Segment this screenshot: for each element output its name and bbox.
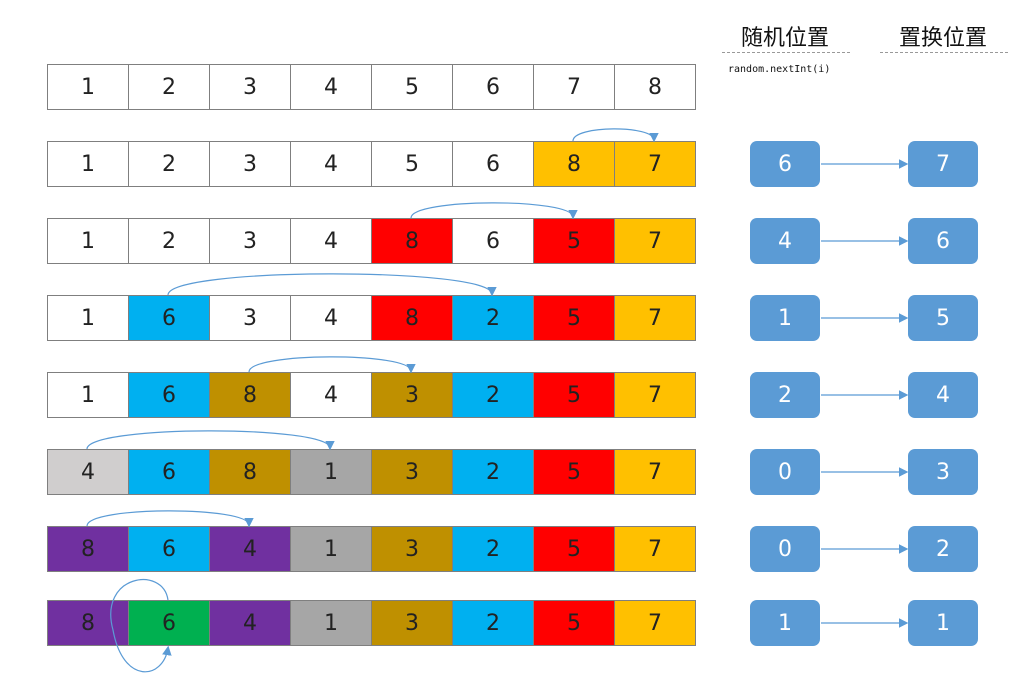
array-cell: 5 [533, 600, 615, 646]
swap-position-box: 5 [908, 295, 978, 341]
array-cell: 8 [209, 372, 291, 418]
array-cell: 1 [290, 600, 372, 646]
array-cell: 3 [371, 372, 453, 418]
swap-arc [86, 510, 254, 528]
array-cell: 4 [290, 141, 372, 187]
code-label: random.nextInt(i) [728, 64, 831, 75]
array-cell: 1 [47, 141, 129, 187]
array-cell: 4 [290, 295, 372, 341]
array-cell: 1 [47, 218, 129, 264]
array-cell: 8 [533, 141, 615, 187]
array-cell: 7 [614, 600, 696, 646]
array-cell: 8 [47, 600, 129, 646]
array-cell: 2 [452, 600, 534, 646]
array-cell: 7 [614, 449, 696, 495]
array-cell: 8 [614, 64, 696, 110]
swap-arc [167, 273, 497, 297]
swap-arc [86, 430, 335, 451]
header-divider [880, 52, 1008, 53]
array-cell: 2 [452, 372, 534, 418]
array-cell: 8 [209, 449, 291, 495]
array-cell: 3 [371, 526, 453, 572]
array-cell: 3 [371, 600, 453, 646]
swap-position-header: 置换位置 [898, 26, 987, 51]
array-cell: 3 [209, 141, 291, 187]
swap-position-box: 1 [908, 600, 978, 646]
array-cell: 5 [533, 449, 615, 495]
array-cell: 2 [452, 526, 534, 572]
swap-position-box: 2 [908, 526, 978, 572]
array-cell: 8 [371, 295, 453, 341]
array-cell: 1 [47, 64, 129, 110]
array-cell: 6 [128, 526, 210, 572]
random-position-box: 1 [750, 295, 820, 341]
random-position-box: 2 [750, 372, 820, 418]
array-cell: 5 [371, 141, 453, 187]
random-position-box: 1 [750, 600, 820, 646]
swap-arc [410, 202, 578, 220]
array-cell: 3 [209, 64, 291, 110]
array-cell: 6 [452, 218, 534, 264]
array-cell: 6 [128, 372, 210, 418]
array-cell: 2 [452, 295, 534, 341]
array-cell: 5 [533, 526, 615, 572]
random-position-box: 0 [750, 526, 820, 572]
array-cell: 2 [128, 64, 210, 110]
array-cell: 7 [614, 295, 696, 341]
array-cell: 7 [533, 64, 615, 110]
array-cell: 4 [290, 64, 372, 110]
array-cell: 4 [290, 218, 372, 264]
array-cell: 6 [452, 64, 534, 110]
array-cell: 5 [533, 295, 615, 341]
array-cell: 5 [533, 218, 615, 264]
array-cell: 6 [128, 295, 210, 341]
swap-arc [572, 128, 659, 143]
random-position-header: 随机位置 [740, 26, 829, 51]
swap-position-box: 6 [908, 218, 978, 264]
array-cell: 4 [209, 600, 291, 646]
header-divider [722, 52, 850, 53]
swap-position-box: 4 [908, 372, 978, 418]
array-cell: 3 [209, 295, 291, 341]
array-cell: 6 [128, 600, 210, 646]
array-cell: 2 [452, 449, 534, 495]
array-cell: 7 [614, 526, 696, 572]
array-cell: 4 [47, 449, 129, 495]
swap-position-box: 7 [908, 141, 978, 187]
array-cell: 2 [128, 218, 210, 264]
array-cell: 6 [452, 141, 534, 187]
array-cell: 2 [128, 141, 210, 187]
swap-position-box: 3 [908, 449, 978, 495]
array-cell: 8 [371, 218, 453, 264]
array-cell: 3 [371, 449, 453, 495]
array-cell: 4 [209, 526, 291, 572]
array-cell: 5 [533, 372, 615, 418]
array-cell: 4 [290, 372, 372, 418]
random-position-box: 0 [750, 449, 820, 495]
array-cell: 1 [290, 449, 372, 495]
array-cell: 7 [614, 372, 696, 418]
swap-arc [248, 356, 416, 374]
random-position-box: 4 [750, 218, 820, 264]
array-cell: 5 [371, 64, 453, 110]
array-cell: 6 [128, 449, 210, 495]
array-cell: 7 [614, 141, 696, 187]
array-cell: 1 [47, 295, 129, 341]
array-cell: 1 [47, 372, 129, 418]
random-position-box: 6 [750, 141, 820, 187]
array-cell: 1 [290, 526, 372, 572]
array-cell: 8 [47, 526, 129, 572]
array-cell: 3 [209, 218, 291, 264]
array-cell: 7 [614, 218, 696, 264]
